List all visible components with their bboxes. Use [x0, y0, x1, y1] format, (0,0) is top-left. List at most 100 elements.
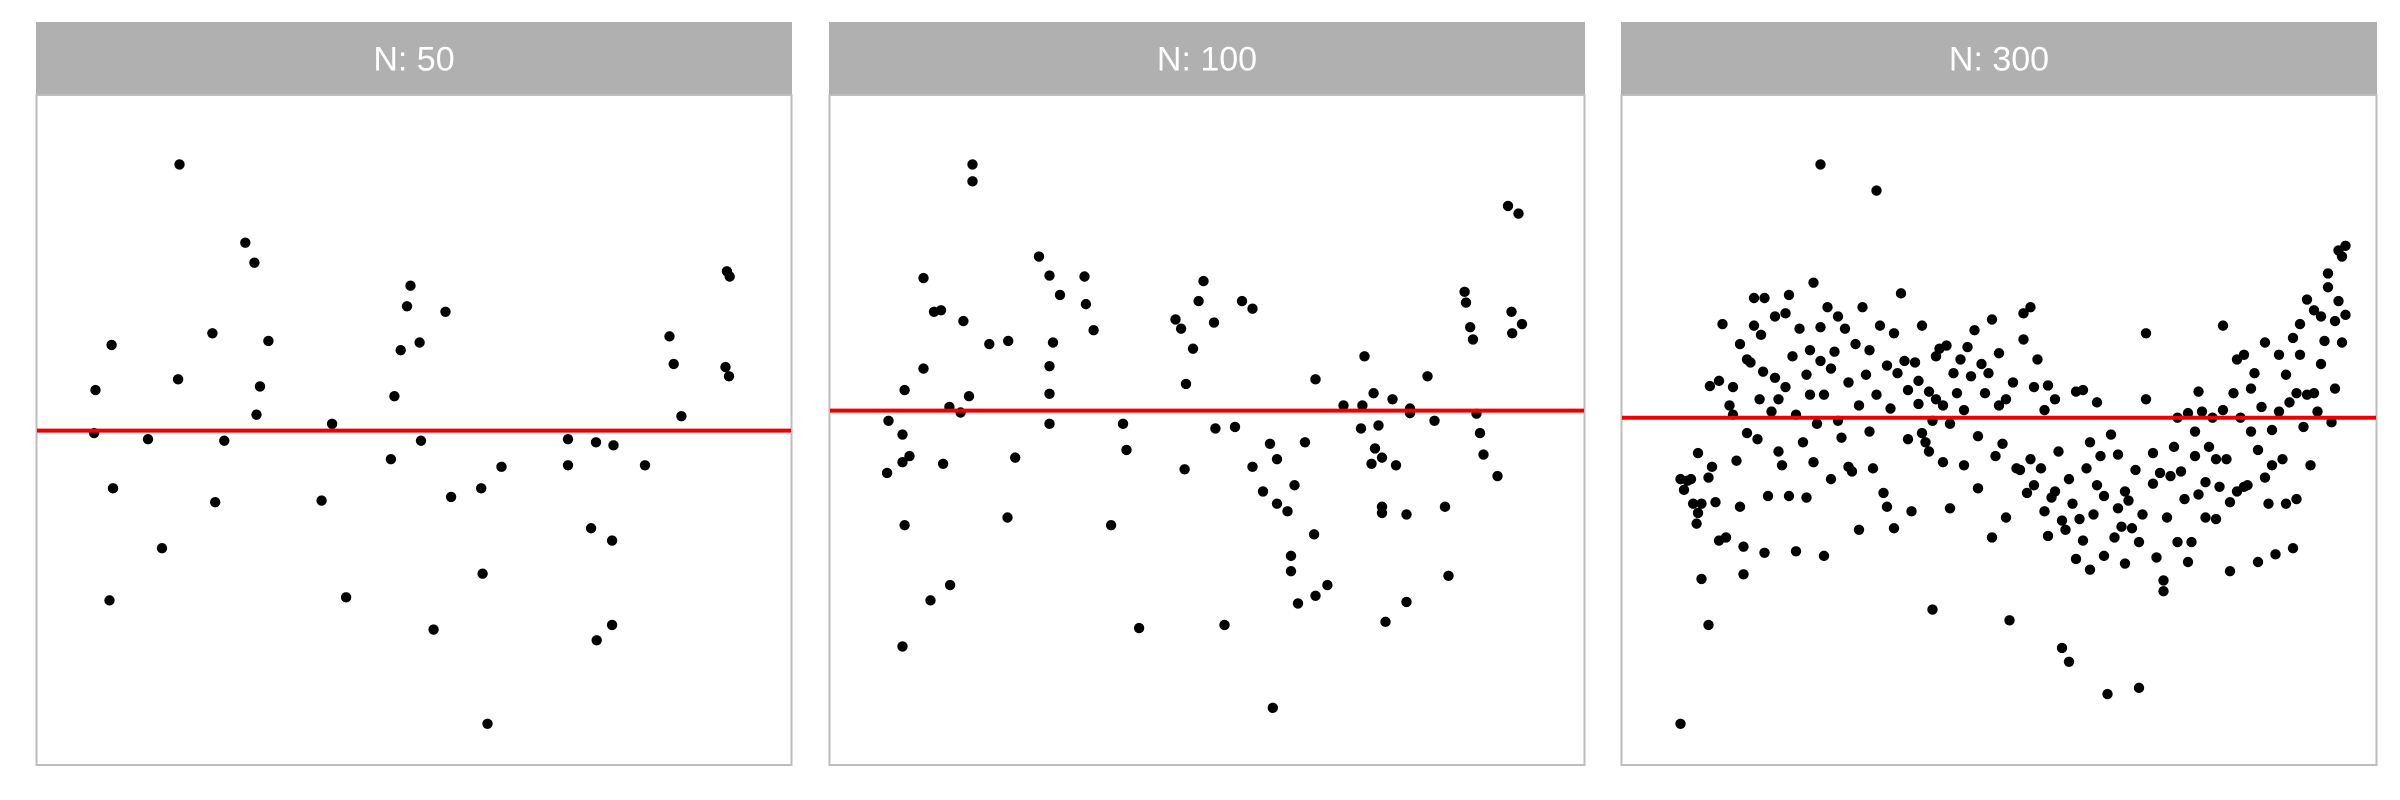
data-point: [2228, 387, 2239, 399]
data-point: [1773, 446, 1784, 457]
data-points: [1675, 159, 2351, 729]
data-point: [2287, 332, 2299, 344]
data-point: [1088, 325, 1099, 336]
data-point: [2077, 384, 2089, 396]
data-point: [1906, 506, 1917, 517]
data-point: [2273, 349, 2285, 360]
data-point: [2032, 354, 2043, 365]
data-point: [2028, 381, 2040, 393]
data-point: [883, 415, 894, 426]
data-point: [2025, 302, 2036, 313]
data-point: [2294, 318, 2306, 330]
data-point: [724, 271, 735, 282]
data-point: [1913, 398, 1924, 410]
data-point: [967, 176, 978, 187]
data-point: [2018, 308, 2029, 319]
data-point: [1105, 519, 1117, 531]
data-point: [2179, 493, 2190, 505]
data-point: [1888, 523, 1900, 534]
data-point: [2193, 489, 2204, 500]
data-point: [591, 635, 602, 646]
data-point: [2049, 486, 2061, 497]
data-point: [1899, 355, 1910, 367]
data-point: [385, 453, 397, 465]
data-point: [1703, 472, 1714, 483]
data-point: [2200, 512, 2211, 523]
data-point: [1187, 343, 1199, 354]
data-point: [2298, 421, 2309, 433]
data-point: [1175, 323, 1187, 334]
data-point: [1801, 369, 1812, 380]
data-point: [1927, 604, 1938, 615]
data-point: [664, 331, 675, 342]
data-point: [963, 391, 975, 402]
data-point: [935, 305, 947, 316]
data-point: [1757, 366, 1769, 377]
data-point: [2249, 368, 2260, 379]
data-point: [1902, 384, 1914, 396]
data-point: [1815, 321, 1826, 333]
data-point: [1687, 498, 1699, 509]
data-point: [2158, 585, 2169, 597]
data-point: [2088, 509, 2099, 520]
data-point: [2130, 464, 2141, 476]
data-point: [1264, 438, 1276, 450]
data-point: [1460, 297, 1472, 308]
data-point: [156, 542, 168, 554]
data-point: [1738, 541, 1749, 552]
data-point: [2336, 337, 2348, 348]
data-point: [1769, 372, 1781, 384]
data-point: [1990, 450, 2001, 462]
data-point: [1818, 550, 1830, 562]
data-point: [1979, 387, 1991, 399]
data-point: [1794, 323, 1805, 334]
data-point: [1208, 317, 1220, 328]
data-point: [1713, 375, 1725, 387]
data-point: [1198, 275, 1209, 287]
data-point: [1193, 295, 1204, 307]
data-point: [2203, 441, 2215, 453]
data-point: [1825, 363, 1837, 374]
data-point: [1179, 464, 1190, 475]
data-point: [2112, 449, 2124, 460]
data-point: [897, 641, 908, 652]
data-point: [1923, 386, 1935, 397]
data-point: [1513, 208, 1524, 219]
data-point: [1829, 346, 1840, 357]
data-point: [2105, 429, 2117, 440]
data-point: [1044, 388, 1055, 399]
data-point: [1825, 473, 1837, 485]
data-point: [1338, 400, 1349, 411]
data-point: [2014, 464, 2026, 476]
data-point: [937, 458, 949, 469]
data-point: [1745, 357, 1756, 368]
data-point: [2259, 337, 2271, 348]
facet-panel-1: N: 50: [35, 22, 793, 766]
data-point: [668, 358, 679, 370]
data-point: [1285, 566, 1297, 577]
data-point: [1759, 292, 1770, 304]
data-point: [1748, 320, 1760, 331]
data-point: [2091, 480, 2103, 491]
data-point: [2151, 552, 2162, 563]
data-point: [1219, 619, 1230, 631]
data-point: [1289, 480, 1300, 491]
data-point: [2067, 498, 2078, 509]
data-point: [1881, 501, 1893, 512]
data-point: [1986, 314, 1998, 325]
data-point: [1822, 302, 1833, 313]
data-point: [2186, 536, 2197, 548]
data-point: [2189, 426, 2201, 437]
data-point: [1993, 400, 2005, 411]
data-point: [1944, 418, 1956, 430]
data-point: [606, 535, 618, 546]
data-point: [1993, 348, 2005, 359]
data-point: [608, 440, 619, 451]
data-point: [2084, 437, 2096, 448]
data-point: [562, 434, 574, 445]
data-point: [2189, 450, 2201, 462]
data-point: [2140, 328, 2152, 339]
data-point: [2049, 394, 2061, 405]
data-point: [1366, 458, 1377, 469]
data-point: [2161, 512, 2173, 523]
